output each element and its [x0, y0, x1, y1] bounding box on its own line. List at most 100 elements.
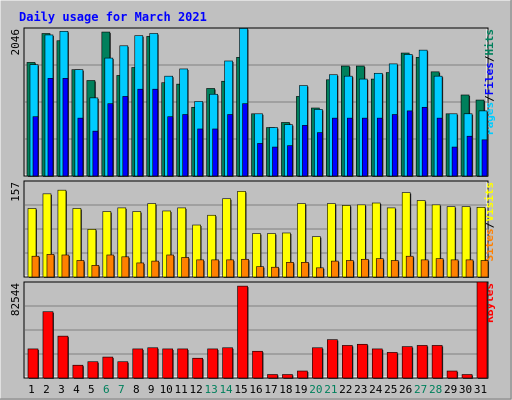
y-max-label: 2046 [9, 29, 22, 56]
bar-pages-day-21 [332, 117, 339, 177]
x-tick-label: 27 [414, 383, 427, 396]
bar-sites-day-20 [316, 267, 325, 278]
bar-sites-day-2 [46, 254, 55, 278]
bar-sites-day-15 [241, 258, 250, 278]
bar-sites-day-6 [106, 254, 115, 278]
bar-pages-day-6 [107, 103, 114, 177]
bar-sites-day-30 [465, 259, 475, 278]
bar-kbytes-day-12 [192, 357, 204, 379]
bar-sites-day-12 [196, 259, 205, 278]
x-tick-label: 13 [204, 383, 217, 396]
bar-kbytes-day-2 [42, 311, 54, 379]
chart-title: Daily usage for March 2021 [19, 10, 207, 24]
bar-kbytes-day-24 [371, 348, 384, 379]
bar-sites-day-25 [390, 260, 400, 278]
bar-kbytes-day-26 [401, 346, 414, 379]
x-tick-label: 17 [264, 383, 277, 396]
bar-pages-day-22 [347, 117, 354, 177]
bar-kbytes-day-23 [356, 343, 369, 379]
x-tick-label: 5 [88, 383, 95, 396]
bar-pages-day-12 [197, 128, 204, 177]
x-tick-label: 6 [103, 383, 110, 396]
bar-kbytes-day-19 [297, 370, 309, 379]
bar-kbytes-day-17 [267, 374, 279, 379]
bar-kbytes-day-30 [461, 374, 474, 379]
bar-sites-day-27 [420, 259, 430, 278]
bar-kbytes-day-7 [117, 361, 129, 379]
x-tick-label: 7 [118, 383, 125, 396]
x-tick-label: 28 [429, 383, 442, 396]
bar-pages-day-7 [122, 96, 129, 177]
x-tick-label: 8 [133, 383, 140, 396]
bar-kbytes-day-29 [446, 370, 459, 379]
bar-kbytes-day-21 [327, 339, 339, 379]
x-tick-label: 25 [384, 383, 397, 396]
bar-sites-day-5 [91, 265, 100, 278]
bar-sites-day-31 [480, 260, 490, 278]
bar-kbytes-day-6 [102, 356, 114, 379]
x-tick-label: 15 [234, 383, 247, 396]
bar-pages-day-14 [227, 114, 234, 177]
bar-sites-day-22 [346, 260, 355, 278]
bar-kbytes-day-5 [87, 361, 99, 379]
bar-pages-day-4 [77, 117, 84, 177]
bar-kbytes-day-15 [237, 285, 249, 379]
bars [27, 189, 490, 278]
bar-kbytes-day-8 [132, 348, 144, 379]
bar-sites-day-9 [151, 260, 160, 278]
bar-pages-day-3 [62, 78, 69, 177]
bar-sites-day-29 [450, 259, 460, 278]
x-tick-label: 23 [354, 383, 367, 396]
bar-kbytes-day-27 [416, 345, 429, 379]
x-tick-label: 21 [324, 383, 337, 396]
bar-sites-day-16 [256, 266, 265, 278]
panel-visits_sites: 157 Sites/Visits [9, 180, 496, 278]
bar-pages-day-20 [317, 132, 324, 177]
bar-sites-day-28 [435, 258, 445, 278]
y-axis-title: Sites/Visits [483, 182, 496, 262]
bars [27, 281, 489, 379]
bar-sites-day-11 [181, 257, 190, 278]
bar-kbytes-day-10 [162, 348, 174, 379]
y-max-label: 82544 [9, 283, 22, 316]
bar-pages-day-23 [361, 117, 369, 177]
bar-pages-day-2 [47, 78, 54, 177]
bar-pages-day-10 [167, 116, 174, 177]
x-tick-label: 14 [219, 383, 233, 396]
bar-kbytes-day-22 [342, 345, 354, 379]
x-tick-label: 31 [474, 383, 487, 396]
x-tick-label: 10 [160, 383, 173, 396]
x-tick-label: 3 [58, 383, 65, 396]
x-tick-label: 26 [399, 383, 412, 396]
bar-pages-day-13 [212, 128, 219, 177]
bar-kbytes-day-25 [386, 352, 399, 379]
bar-sites-day-24 [375, 258, 385, 278]
bar-pages-day-26 [406, 110, 414, 177]
x-tick-label: 11 [175, 383, 188, 396]
x-tick-label: 1 [28, 383, 35, 396]
bar-sites-day-18 [286, 262, 295, 278]
x-tick-label: 9 [148, 383, 155, 396]
bar-pages-day-9 [152, 88, 159, 177]
x-tick-label: 2 [43, 383, 50, 396]
bar-kbytes-day-11 [177, 348, 189, 379]
bar-sites-day-14 [226, 259, 235, 278]
x-tick-label: 22 [339, 383, 352, 396]
bar-kbytes-day-14 [222, 347, 234, 379]
bar-kbytes-day-28 [431, 345, 444, 379]
bar-sites-day-23 [360, 258, 370, 278]
bar-pages-day-5 [92, 130, 99, 177]
bar-sites-day-1 [31, 255, 40, 278]
x-tick-label: 20 [309, 383, 322, 396]
bar-pages-day-1 [32, 116, 39, 177]
bar-sites-day-3 [61, 254, 70, 278]
x-tick-label: 19 [294, 383, 307, 396]
bar-pages-day-19 [302, 125, 309, 177]
bar-kbytes-day-1 [27, 348, 39, 379]
bar-pages-day-15 [242, 103, 249, 177]
bar-kbytes-day-20 [312, 347, 324, 379]
x-tick-label: 29 [444, 383, 457, 396]
